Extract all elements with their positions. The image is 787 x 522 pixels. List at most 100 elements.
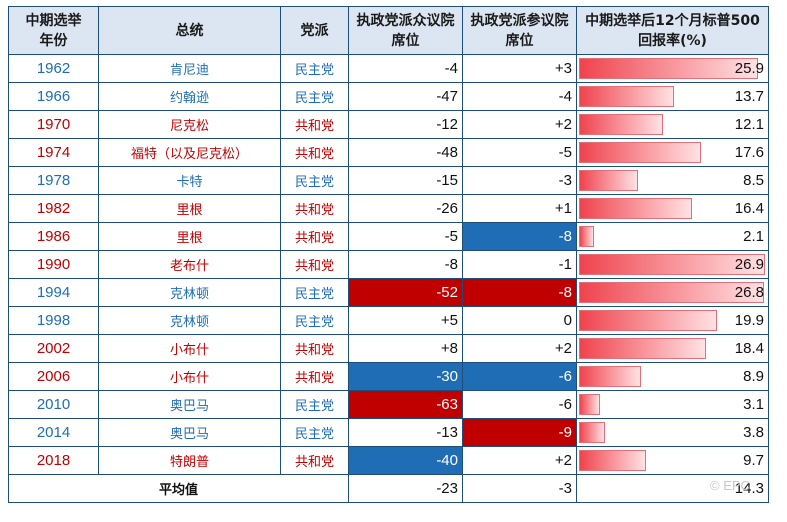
header-row: 中期选举年份 总统 党派 执政党派众议院席位 执政党派参议院席位 中期选举后12… [8, 6, 769, 55]
party-cell: 民主党 [280, 306, 349, 335]
senate-seats-cell: -4 [462, 82, 577, 111]
return-value: 8.9 [743, 368, 764, 385]
house-seats-cell: -47 [348, 82, 463, 111]
average-house: -23 [348, 474, 463, 503]
senate-seats-cell: -1 [462, 250, 577, 279]
return-bar [579, 114, 663, 135]
return-value: 26.9 [734, 256, 764, 273]
return-bar [579, 450, 646, 471]
year-cell: 1974 [8, 138, 99, 167]
return-value: 3.8 [743, 424, 764, 441]
party-cell: 民主党 [280, 418, 349, 447]
house-seats-cell: -4 [348, 54, 463, 83]
return-bar-cell: 3.8 [576, 418, 769, 447]
table-row: 1982 里根 共和党 -26 +1 16.4 [8, 194, 769, 223]
president-cell: 奥巴马 [98, 390, 281, 419]
house-seats-cell: -5 [348, 222, 463, 251]
return-bar [579, 226, 594, 247]
return-value: 18.4 [734, 340, 764, 357]
return-bar [579, 142, 701, 163]
house-seats-cell: -40 [348, 446, 463, 475]
return-bar [579, 58, 758, 79]
header-year: 中期选举年份 [8, 6, 99, 55]
return-bar-cell: 8.5 [576, 166, 769, 195]
table-row: 2010 奥巴马 民主党 -63 -6 3.1 [8, 390, 769, 419]
year-cell: 1978 [8, 166, 99, 195]
president-cell: 克林顿 [98, 306, 281, 335]
return-bar [579, 366, 641, 387]
house-seats-cell: -8 [348, 250, 463, 279]
year-cell: 1998 [8, 306, 99, 335]
year-cell: 1994 [8, 278, 99, 307]
average-row: 平均值 -23 -3 14.3 [8, 474, 769, 503]
house-seats-cell: -12 [348, 110, 463, 139]
senate-seats-cell: +3 [462, 54, 577, 83]
return-bar-cell: 26.8 [576, 278, 769, 307]
return-bar-cell: 3.1 [576, 390, 769, 419]
party-cell: 共和党 [280, 362, 349, 391]
watermark: © EPC [710, 478, 750, 493]
senate-seats-cell: +2 [462, 334, 577, 363]
senate-seats-cell: 0 [462, 306, 577, 335]
year-cell: 2010 [8, 390, 99, 419]
senate-seats-cell: -8 [462, 278, 577, 307]
senate-seats-cell: -6 [462, 362, 577, 391]
house-seats-cell: -52 [348, 278, 463, 307]
house-seats-cell: -30 [348, 362, 463, 391]
house-seats-cell: -13 [348, 418, 463, 447]
header-president: 总统 [98, 6, 281, 55]
party-cell: 共和党 [280, 334, 349, 363]
return-value: 12.1 [734, 116, 764, 133]
president-cell: 克林顿 [98, 278, 281, 307]
house-seats-cell: +5 [348, 306, 463, 335]
president-cell: 卡特 [98, 166, 281, 195]
senate-seats-cell: +2 [462, 446, 577, 475]
return-bar [579, 338, 706, 359]
party-cell: 共和党 [280, 138, 349, 167]
senate-seats-cell: -9 [462, 418, 577, 447]
senate-seats-cell: +2 [462, 110, 577, 139]
year-cell: 2006 [8, 362, 99, 391]
party-cell: 民主党 [280, 390, 349, 419]
return-value: 19.9 [734, 312, 764, 329]
average-return: 14.3 [576, 474, 769, 503]
return-value: 25.9 [734, 60, 764, 77]
party-cell: 共和党 [280, 194, 349, 223]
table-row: 1974 福特（以及尼克松） 共和党 -48 -5 17.6 [8, 138, 769, 167]
return-value: 8.5 [743, 172, 764, 189]
return-value: 16.4 [734, 200, 764, 217]
return-bar [579, 422, 605, 443]
header-return: 中期选举后12个月标普500回报率(%) [576, 6, 769, 55]
return-bar [579, 86, 674, 107]
president-cell: 肯尼迪 [98, 54, 281, 83]
table-row: 1994 克林顿 民主党 -52 -8 26.8 [8, 278, 769, 307]
return-bar-cell: 17.6 [576, 138, 769, 167]
president-cell: 特朗普 [98, 446, 281, 475]
senate-seats-cell: -5 [462, 138, 577, 167]
president-cell: 福特（以及尼克松） [98, 138, 281, 167]
midterm-table: 中期选举年份 总统 党派 执政党派众议院席位 执政党派参议院席位 中期选举后12… [8, 6, 769, 503]
president-cell: 里根 [98, 194, 281, 223]
return-bar-cell: 26.9 [576, 250, 769, 279]
year-cell: 1982 [8, 194, 99, 223]
table-row: 2018 特朗普 共和党 -40 +2 9.7 [8, 446, 769, 475]
president-cell: 里根 [98, 222, 281, 251]
table-row: 1998 克林顿 民主党 +5 0 19.9 [8, 306, 769, 335]
party-cell: 民主党 [280, 54, 349, 83]
return-bar-cell: 19.9 [576, 306, 769, 335]
year-cell: 1986 [8, 222, 99, 251]
party-cell: 共和党 [280, 110, 349, 139]
house-seats-cell: -63 [348, 390, 463, 419]
return-value: 17.6 [734, 144, 764, 161]
return-bar-cell: 8.9 [576, 362, 769, 391]
table-row: 1966 约翰逊 民主党 -47 -4 13.7 [8, 82, 769, 111]
return-bar-cell: 16.4 [576, 194, 769, 223]
return-value: 13.7 [734, 88, 764, 105]
president-cell: 小布什 [98, 362, 281, 391]
table-row: 1986 里根 共和党 -5 -8 2.1 [8, 222, 769, 251]
return-bar-cell: 9.7 [576, 446, 769, 475]
table-row: 1962 肯尼迪 民主党 -4 +3 25.9 [8, 54, 769, 83]
return-bar-cell: 13.7 [576, 82, 769, 111]
president-cell: 约翰逊 [98, 82, 281, 111]
party-cell: 共和党 [280, 446, 349, 475]
